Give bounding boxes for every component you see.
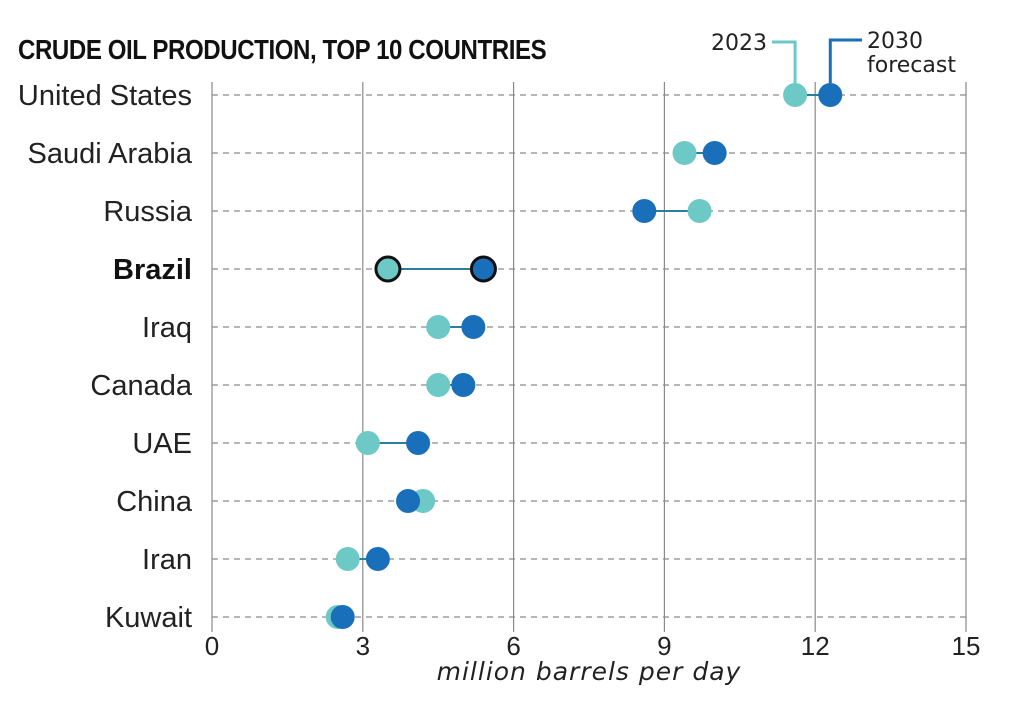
category-label: Russia [103,196,193,228]
data-point-y2023 [374,255,402,283]
data-point-y2030 [396,489,421,513]
data-point-y2023 [672,141,697,165]
category-label: Iran [142,544,192,576]
data-point-y2023 [355,431,380,455]
chart-title: CRUDE OIL PRODUCTION, TOP 10 COUNTRIES [18,34,547,65]
data-point-y2030 [461,315,486,339]
data-point-y2030 [632,199,657,223]
x-tick-label: 12 [801,631,830,661]
data-point-y2030 [818,83,843,107]
legend-label-2023: 2023 [711,31,767,56]
category-label: Saudi Arabia [28,138,193,170]
x-tick-label: 6 [506,631,520,661]
data-point-y2030 [330,605,355,629]
x-tick-label: 3 [356,631,370,661]
category-label: Kuwait [105,602,192,634]
data-point-y2030 [469,255,497,283]
category-label: United States [18,80,192,112]
data-point-y2023 [426,315,451,339]
x-tick-label: 0 [205,631,219,661]
legend-label-2030-sub: forecast [867,53,956,78]
data-point-y2023 [687,199,712,223]
category-label: Canada [90,370,192,402]
legend-leader-2023 [772,40,797,83]
x-tick-label: 15 [952,631,981,661]
x-tick-label: 9 [657,631,671,661]
category-label: UAE [132,428,192,460]
data-point-y2030 [702,141,727,165]
x-axis-label: million barrels per day [437,657,742,686]
data-point-y2023 [426,373,451,397]
legend-label-2030: 2030 [867,29,923,54]
legend-leader-2030 [828,38,862,83]
data-point-y2023 [335,547,360,571]
category-label: Iraq [142,312,192,344]
data-point-y2030 [406,431,431,455]
data-point-y2030 [451,373,476,397]
category-label: Brazil [113,254,192,286]
data-point-y2023 [783,83,808,107]
category-label: China [116,486,193,518]
data-point-y2030 [365,547,390,571]
